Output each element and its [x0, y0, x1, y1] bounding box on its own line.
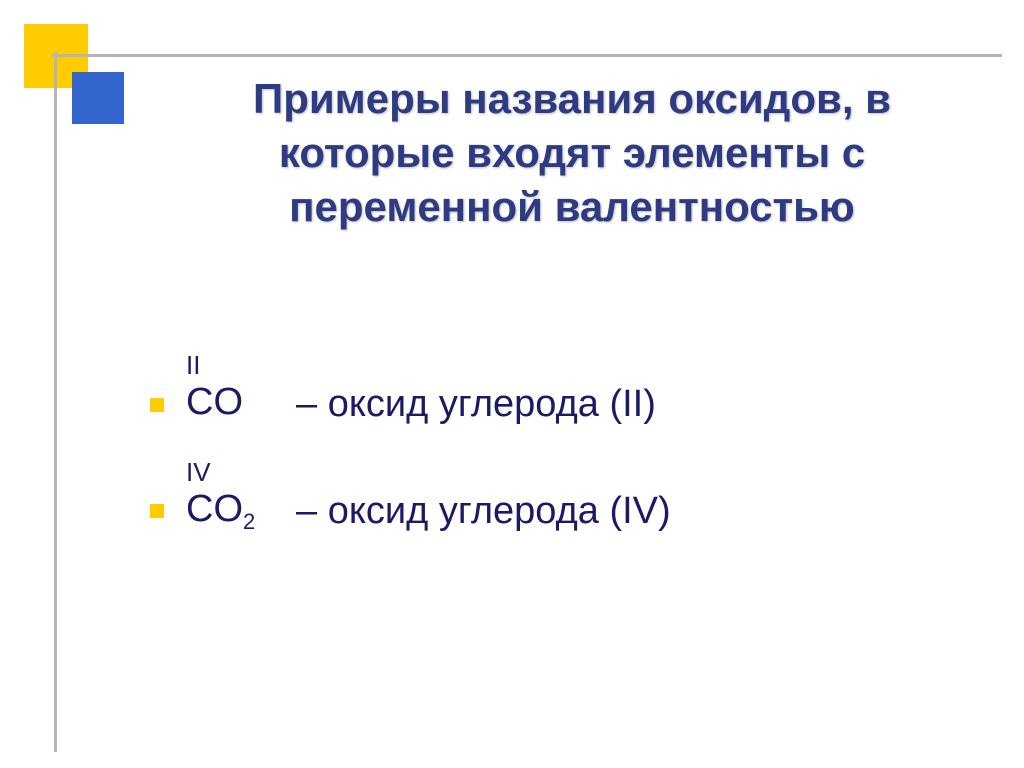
- valence-label: II: [186, 350, 296, 381]
- content-area: II CO – оксид углерода (II) IV CO2 – окс…: [150, 350, 934, 545]
- vertical-rule: [54, 52, 57, 752]
- slide-title: Примеры названия оксидов, в которые вход…: [180, 72, 964, 233]
- formula-base: CO: [186, 381, 243, 423]
- blue-square: [72, 72, 124, 124]
- oxide-row: CO2 – оксид углерода (IV): [150, 488, 934, 536]
- oxide-name: – оксид углерода (II): [296, 383, 656, 426]
- formula-subscript: 2: [243, 509, 255, 534]
- oxide-row: CO – оксид углерода (II): [150, 381, 934, 429]
- valence-row: II: [150, 350, 934, 381]
- horizontal-rule: [52, 54, 1002, 57]
- valence-label: IV: [186, 457, 296, 488]
- row-gap: [150, 439, 934, 457]
- valence-row: IV: [150, 457, 934, 488]
- formula: CO: [186, 381, 296, 429]
- oxide-name: – оксид углерода (IV): [296, 490, 671, 533]
- corner-decoration: [24, 24, 144, 144]
- formula-base: CO: [186, 488, 243, 530]
- square-bullet-icon: [150, 398, 164, 412]
- square-bullet-icon: [150, 504, 164, 518]
- formula: CO2: [186, 488, 296, 536]
